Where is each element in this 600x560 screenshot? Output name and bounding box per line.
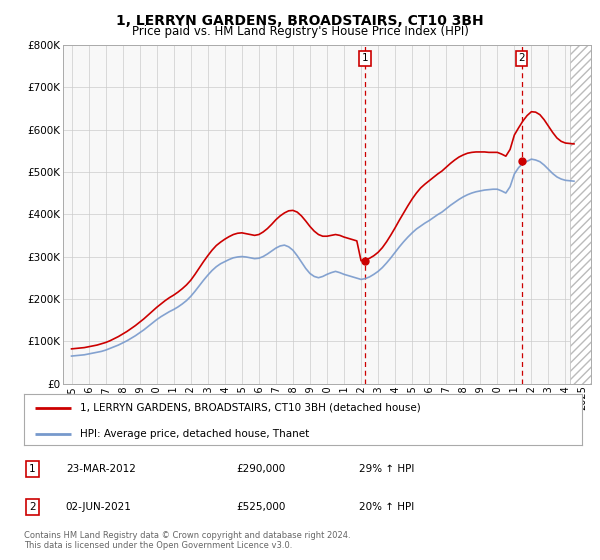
Text: 02-JUN-2021: 02-JUN-2021 [66,502,132,512]
Text: 1: 1 [361,53,368,63]
Text: 23-MAR-2012: 23-MAR-2012 [66,464,136,474]
Text: HPI: Average price, detached house, Thanet: HPI: Average price, detached house, Than… [80,429,309,439]
Bar [570,45,591,384]
Text: Price paid vs. HM Land Registry's House Price Index (HPI): Price paid vs. HM Land Registry's House … [131,25,469,38]
Text: 1: 1 [29,464,35,474]
Text: £525,000: £525,000 [236,502,286,512]
Bar [570,45,591,384]
Text: 2: 2 [29,502,35,512]
Text: £290,000: £290,000 [236,464,285,474]
Text: 20% ↑ HPI: 20% ↑ HPI [359,502,414,512]
Text: 1, LERRYN GARDENS, BROADSTAIRS, CT10 3BH: 1, LERRYN GARDENS, BROADSTAIRS, CT10 3BH [116,14,484,28]
Text: 2: 2 [518,53,525,63]
Text: 29% ↑ HPI: 29% ↑ HPI [359,464,414,474]
Text: Contains HM Land Registry data © Crown copyright and database right 2024.
This d: Contains HM Land Registry data © Crown c… [24,531,350,550]
Text: 1, LERRYN GARDENS, BROADSTAIRS, CT10 3BH (detached house): 1, LERRYN GARDENS, BROADSTAIRS, CT10 3BH… [80,403,421,413]
